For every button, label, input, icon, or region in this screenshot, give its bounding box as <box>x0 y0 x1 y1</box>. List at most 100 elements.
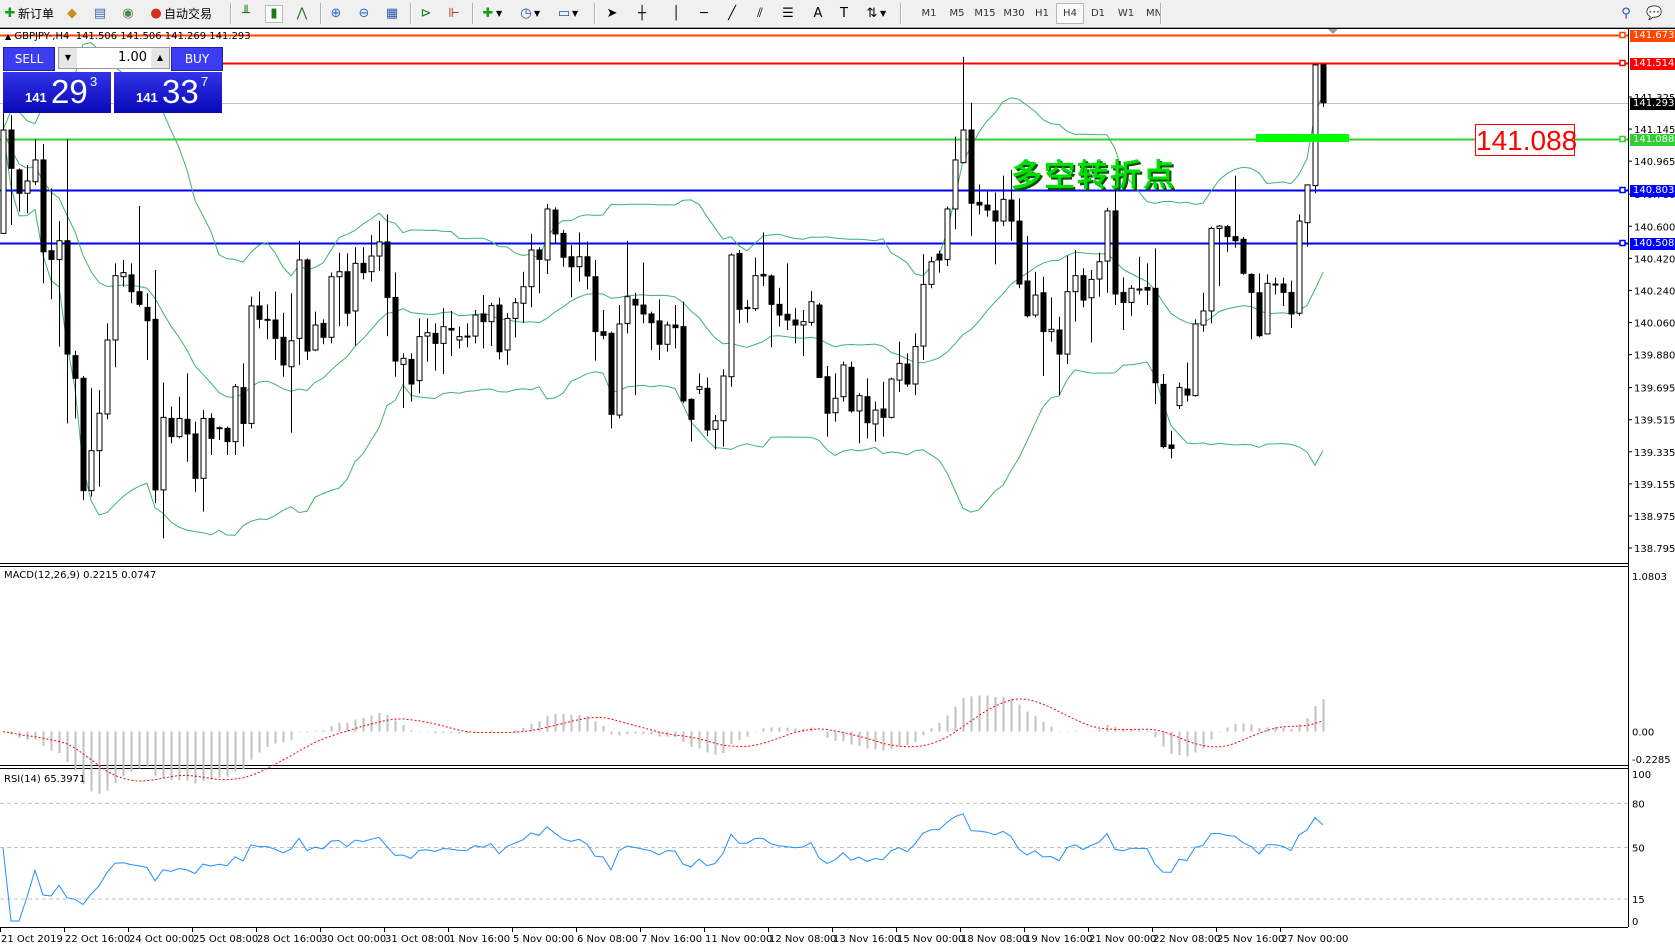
arrows-icon: ⇅ <box>866 5 878 21</box>
candle-bear <box>760 273 767 277</box>
arrows-dropdown[interactable]: ⇅ ▼ <box>864 3 887 24</box>
new-order-label: 新订单 <box>18 7 55 21</box>
timeframe-mn[interactable]: MN <box>1145 8 1163 19</box>
market-watch-button[interactable]: ◆ <box>64 3 80 24</box>
price-label-box[interactable]: 141.088 <box>1475 124 1578 156</box>
buy-price[interactable]: 141 33 7 <box>114 72 222 113</box>
candle-bull <box>120 272 127 278</box>
timeframe-m1[interactable]: M1 <box>921 8 937 19</box>
candle-bear <box>600 331 607 336</box>
candle-bear <box>864 396 871 424</box>
candle-bull <box>336 271 343 278</box>
search-button[interactable]: ⚲ <box>1618 3 1634 24</box>
vertical-line-button[interactable]: │ <box>668 3 684 24</box>
candle-bear <box>480 313 487 323</box>
pivot-marker-bar[interactable] <box>1256 134 1349 142</box>
zoom-out-button[interactable]: ⊖ <box>356 3 372 24</box>
sell-button[interactable]: SELL <box>3 47 55 71</box>
indicators-dropdown[interactable]: ✚ ▼ <box>480 3 503 24</box>
rsi-line <box>2 813 1324 922</box>
candle-bull <box>96 412 103 452</box>
time-tick-label: 24 Oct 00:00 <box>129 934 194 945</box>
candle-bear <box>184 418 191 435</box>
buy-button[interactable]: BUY <box>171 47 223 71</box>
timeframe-m30[interactable]: M30 <box>1003 8 1025 19</box>
chart-shift-button[interactable]: ⊩ <box>446 3 462 24</box>
candlestick-chart-button[interactable]: ▮ <box>265 3 283 24</box>
signal-icon: ◉ <box>122 5 134 21</box>
price-tick-label: 139.880 <box>1634 351 1675 362</box>
candle-bull <box>216 427 223 430</box>
time-tick-label: 12 Nov 08:00 <box>769 934 836 945</box>
candle-bull <box>424 332 431 337</box>
auto-trading-button[interactable]: ● 自动交易 <box>148 3 212 24</box>
candle-bear <box>1240 238 1247 274</box>
search-icon: ⚲ <box>1621 5 1631 21</box>
lot-decrease-button[interactable]: ▼ <box>59 48 77 68</box>
equidistant-channel-button[interactable]: ⫽ <box>752 3 768 24</box>
cursor-button[interactable]: ➤ <box>604 3 620 24</box>
candle-bull <box>400 357 407 365</box>
periods-dropdown[interactable]: ◷ ▼ <box>518 3 540 24</box>
horizontal-line-button[interactable]: ─ <box>696 3 712 24</box>
price-line-tag: 141.293 <box>1630 97 1675 110</box>
lot-input[interactable] <box>79 49 147 66</box>
lot-increase-button[interactable]: ▲ <box>151 48 169 68</box>
templates-dropdown[interactable]: ▭ ▼ <box>557 5 579 21</box>
timeframe-h1[interactable]: H1 <box>1035 8 1049 19</box>
toolbar: ✚ 新订单 ◆ ▤ ◉ ● 自动交易 ╨ ▮ ⋀ ⊕ ⊖ ▦ ⊳ ⊩ ✚ ▼ ◷ ▼… <box>0 0 1675 28</box>
trendline-button[interactable]: ╱ <box>724 3 740 24</box>
bar-chart-button[interactable]: ╨ <box>238 3 254 24</box>
candle-bull <box>664 324 671 345</box>
price-tick-label: 139.155 <box>1634 480 1675 491</box>
timeframe-m5[interactable]: M5 <box>949 8 965 19</box>
sell-price[interactable]: 141 29 3 <box>3 72 111 113</box>
candle-bear <box>16 169 23 194</box>
candle-bear <box>744 306 751 310</box>
sell-price-sup: 3 <box>90 74 98 89</box>
text-label-button[interactable]: T <box>836 3 852 24</box>
timeframe-d1[interactable]: D1 <box>1090 8 1106 19</box>
candle-bear <box>304 259 311 352</box>
auto-scroll-button[interactable]: ⊳ <box>418 3 434 24</box>
chat-button[interactable]: 💬 <box>1646 3 1662 24</box>
rsi-tick-label: 15 <box>1632 895 1645 906</box>
crosshair-button[interactable]: ┼ <box>634 3 650 24</box>
bollinger-middle <box>2 129 1324 398</box>
candle-bear <box>136 291 143 305</box>
line-chart-button[interactable]: ⋀ <box>294 3 310 24</box>
candle-bull <box>944 208 951 260</box>
candle-bull <box>624 296 631 324</box>
new-order-button[interactable]: ✚ 新订单 <box>2 3 54 24</box>
header-arrow-icon: ▲ <box>5 32 12 41</box>
candle-bear <box>976 201 983 206</box>
candle-bear <box>816 304 823 378</box>
candle-bull <box>32 159 39 183</box>
terminal-button[interactable]: ◉ <box>120 3 136 24</box>
candle-bear <box>464 335 471 338</box>
zoom-in-button[interactable]: ⊕ <box>328 3 344 24</box>
navigator-button[interactable]: ▤ <box>92 3 108 24</box>
price-tick-label: 140.600 <box>1634 222 1675 233</box>
buy-price-big: 33 <box>162 73 199 110</box>
pivot-annotation-text[interactable]: 多空转折点 <box>1011 158 1176 194</box>
fibonacci-button[interactable]: ☰ <box>780 3 796 24</box>
candle-bull <box>952 159 959 210</box>
timeframe-m15[interactable]: M15 <box>974 8 996 19</box>
macd-title: MACD(12,26,9) 0.2215 0.0747 <box>4 570 156 581</box>
time-tick-label: 15 Nov 00:00 <box>897 934 964 945</box>
candle-bull <box>856 395 863 412</box>
candle-bull <box>696 386 703 390</box>
bollinger-upper <box>2 42 1324 277</box>
candle-bear <box>736 252 743 310</box>
text-button[interactable]: A <box>810 3 826 24</box>
price-tick-label: 140.420 <box>1634 254 1675 265</box>
candle-bear <box>168 417 175 438</box>
timeframe-h4[interactable]: H4 <box>1056 3 1084 24</box>
tile-windows-button[interactable]: ▦ <box>384 3 400 24</box>
candle-bear <box>1184 388 1191 396</box>
timeframe-w1[interactable]: W1 <box>1117 8 1135 19</box>
sell-price-prefix: 141 <box>25 90 47 105</box>
candle-bull <box>720 375 727 422</box>
